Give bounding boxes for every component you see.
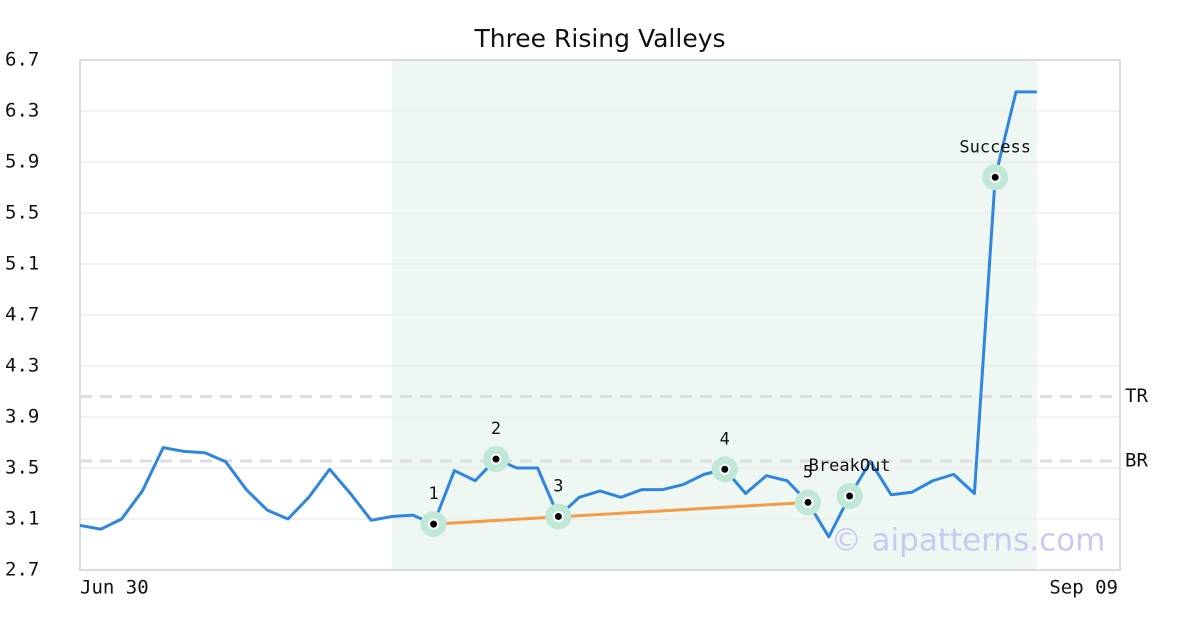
y-tick-label: 6.7 [5, 49, 39, 71]
watermark: © aipatterns.com [831, 523, 1106, 559]
y-tick-label: 3.5 [5, 457, 39, 479]
trendline [433, 500, 809, 526]
marker-label: 2 [491, 419, 501, 439]
x-tick-label: Sep 09 [1049, 577, 1118, 599]
marker-dot [844, 490, 856, 502]
y-tick-label: 4.3 [5, 355, 39, 377]
reference-label: BR [1125, 449, 1148, 471]
marker-dot [552, 510, 564, 522]
marker-dot [802, 496, 814, 508]
y-tick-label: 6.3 [5, 100, 39, 122]
y-tick-label: 5.9 [5, 151, 39, 173]
marker-label: 4 [720, 429, 730, 449]
marker-label: BreakOut [809, 456, 891, 476]
y-tick-label: 4.7 [5, 304, 39, 326]
y-tick-label: 5.1 [5, 253, 39, 275]
marker-dot [428, 518, 440, 530]
x-tick-label: Jun 30 [80, 577, 149, 599]
y-tick-label: 3.9 [5, 406, 39, 428]
marker-label: 5 [803, 462, 813, 482]
y-tick-label: 3.1 [5, 508, 39, 530]
marker-dot [719, 463, 731, 475]
marker-label: 1 [428, 484, 438, 504]
marker-dot [490, 453, 502, 465]
y-tick-label: 5.5 [5, 202, 39, 224]
plot-frame [79, 59, 1121, 571]
chart-title: Three Rising Valleys [473, 24, 725, 53]
marker-label: Success [959, 137, 1031, 157]
marker-dot [989, 171, 1001, 183]
marker-label: 3 [553, 476, 563, 496]
y-tick-label: 2.7 [5, 559, 39, 581]
reference-label: TR [1125, 385, 1148, 407]
